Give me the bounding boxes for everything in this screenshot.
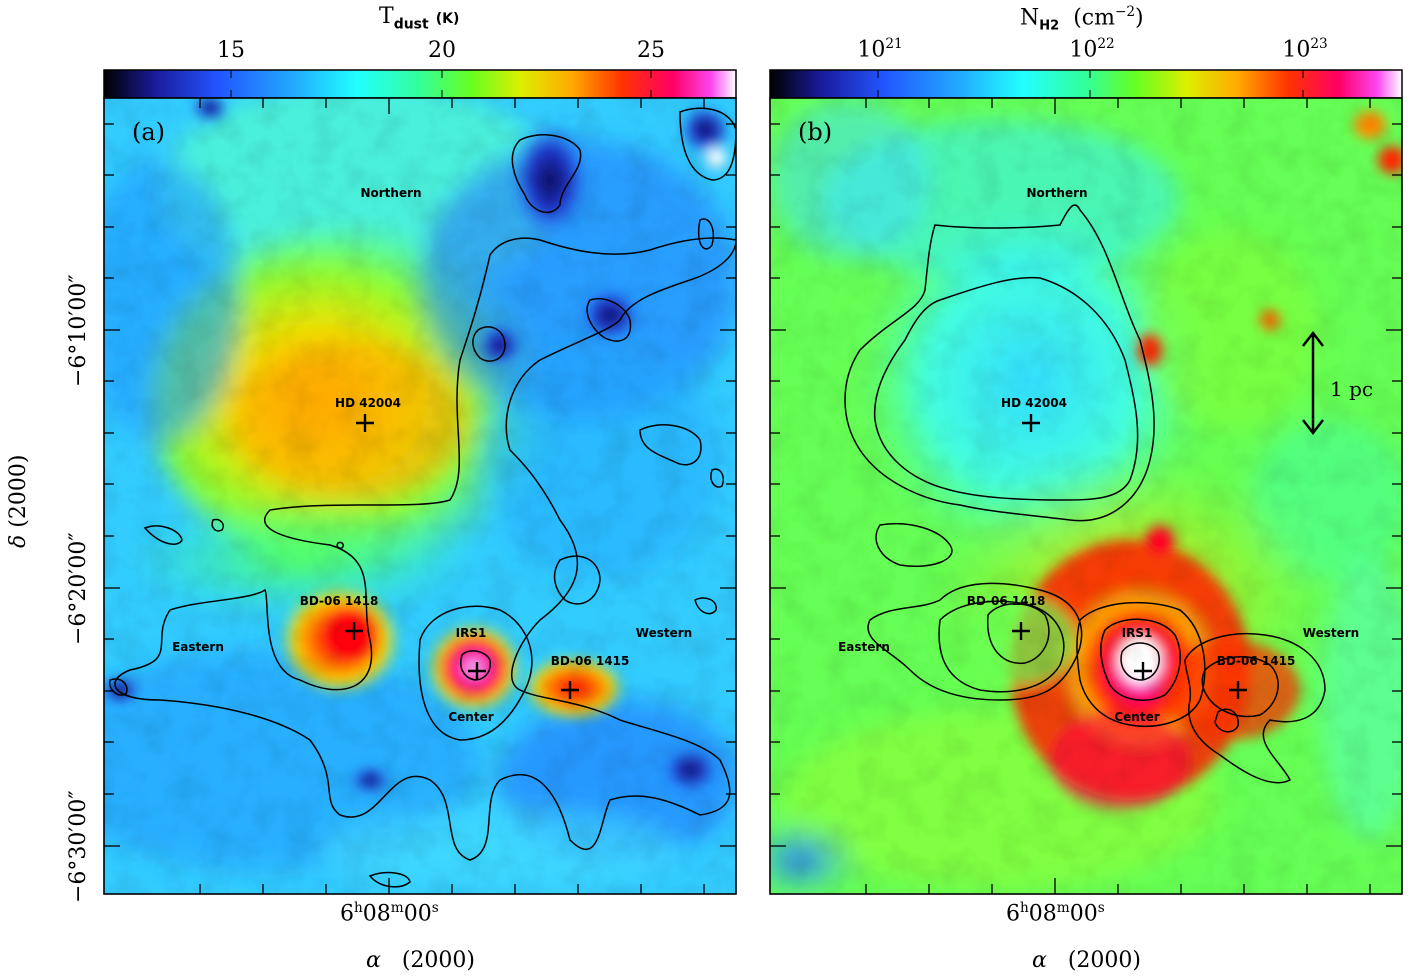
label-center-b: Center [1114, 710, 1160, 724]
dec-tick-10: −6°10′00″ [66, 274, 91, 387]
colorbar-nh2 [769, 69, 1403, 99]
panel-a-label: (a) [132, 118, 166, 146]
cross-hd42004-b [1022, 414, 1040, 432]
frame-a [103, 97, 737, 895]
dec-tick-30: −6°30′00″ [66, 790, 91, 903]
colorbar-tdust [103, 69, 737, 99]
y-axis-text: (2000) [6, 454, 31, 528]
y-axis-symbol: δ [6, 534, 31, 548]
label-western-b: Western [1302, 626, 1360, 640]
ra-tick-b: 6h08m00s [1006, 900, 1105, 927]
label-center-a: Center [448, 710, 494, 724]
panel-b-label: (b) [798, 118, 833, 146]
nh2-contours [844, 204, 1326, 784]
tdust-contours [109, 107, 736, 888]
cross-irs1-a [468, 662, 486, 680]
label-northern-b: Northern [1026, 186, 1088, 200]
scale-bar-arrow [1302, 330, 1324, 436]
cross-bd1418-a [345, 622, 363, 640]
ra-tick-a: 6h08m00s [340, 900, 439, 927]
tdust-title-unit: (K) [435, 11, 460, 27]
nh2-title-main: N [1020, 5, 1040, 31]
nh2-title-close: ) [1135, 5, 1144, 31]
nh2-tick-1e23: 1023 [1282, 36, 1328, 63]
nh2-colorbar-title: NH2 (cm−2) [1020, 4, 1144, 34]
label-hd42004-b: HD 42004 [1001, 396, 1067, 410]
cross-hd42004-a [356, 414, 374, 432]
nh2-map [770, 98, 1402, 894]
x-axis-label-b: α (2000) [1032, 948, 1141, 973]
label-western-a: Western [635, 626, 693, 640]
label-hd42004-a: HD 42004 [335, 396, 401, 410]
label-irs1-b: IRS1 [1121, 626, 1153, 640]
nh2-tick-1e22: 1022 [1069, 36, 1115, 63]
label-bd1418-a: BD-06 1418 [299, 594, 379, 608]
nh2-title-sub: H2 [1039, 18, 1060, 34]
cross-bd1418-b [1012, 622, 1030, 640]
label-bd1415-a: BD-06 1415 [550, 654, 630, 668]
nh2-title-exp: −2 [1114, 4, 1136, 20]
tdust-colorbar-title: Tdust (K) [379, 4, 459, 32]
source-markers [345, 414, 1247, 699]
tdust-tick-15: 15 [217, 38, 245, 63]
tdust-tick-20: 20 [428, 38, 456, 63]
label-bd1418-b: BD-06 1418 [966, 594, 1046, 608]
scale-bar-label: 1 pc [1330, 377, 1374, 401]
label-eastern-a: Eastern [172, 640, 224, 654]
nh2-tick-1e21: 1021 [857, 36, 903, 63]
y-axis-label: δ (2000) [6, 455, 31, 548]
tdust-tick-25: 25 [637, 38, 665, 63]
tdust-map [104, 98, 736, 894]
nh2-title-unit: (cm [1073, 5, 1115, 31]
cross-bd1415-b [1229, 681, 1247, 699]
tdust-title-main: T [379, 4, 394, 29]
cross-irs1-b [1134, 662, 1152, 680]
label-irs1-a: IRS1 [455, 626, 487, 640]
frame-b [769, 97, 1403, 895]
label-bd1415-b: BD-06 1415 [1216, 654, 1296, 668]
tdust-title-sub: dust [393, 16, 429, 33]
tick-marks [104, 98, 1402, 894]
dec-tick-20: −6°20′00″ [66, 532, 91, 645]
x-axis-label-a: α (2000) [366, 948, 475, 973]
cross-bd1415-a [561, 681, 579, 699]
label-northern-a: Northern [360, 186, 422, 200]
label-eastern-b: Eastern [838, 640, 890, 654]
